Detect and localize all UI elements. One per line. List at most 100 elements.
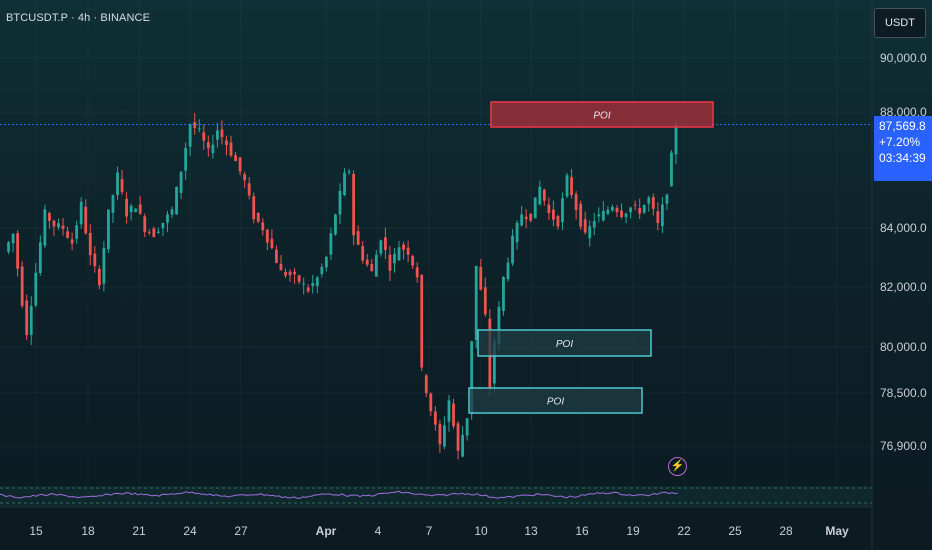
- candle: [288, 271, 292, 276]
- candle: [461, 434, 464, 457]
- candle: [352, 173, 356, 236]
- candle: [443, 425, 446, 447]
- candle: [29, 306, 33, 335]
- x-tick-label: Apr: [316, 524, 337, 538]
- candle: [379, 240, 383, 254]
- y-tick-label: 82,000.0: [880, 280, 927, 294]
- candle: [474, 265, 478, 341]
- candle: [497, 306, 501, 344]
- candle: [542, 189, 546, 201]
- candle: [16, 233, 20, 269]
- x-tick-label: 16: [575, 524, 589, 538]
- candle: [43, 209, 47, 246]
- candle: [202, 132, 206, 141]
- candle: [275, 249, 278, 263]
- x-tick-label: 21: [132, 524, 146, 538]
- candle: [34, 272, 38, 306]
- candle: [225, 140, 228, 146]
- candle: [452, 403, 455, 427]
- candle: [524, 216, 528, 220]
- x-tick-label: 19: [626, 524, 640, 538]
- candle: [397, 247, 401, 261]
- candle: [102, 248, 106, 284]
- candle: [483, 287, 487, 315]
- candle: [306, 287, 310, 292]
- candle: [211, 144, 215, 154]
- candle: [574, 194, 578, 210]
- candle: [38, 242, 42, 273]
- candle: [343, 172, 346, 196]
- candle: [420, 274, 424, 368]
- candle: [265, 229, 269, 243]
- candle: [84, 206, 88, 234]
- candle: [502, 276, 505, 311]
- candle: [315, 277, 319, 287]
- candle: [624, 213, 628, 218]
- candle: [88, 232, 92, 256]
- candle: [570, 177, 573, 195]
- x-tick-label: 13: [524, 524, 538, 538]
- candle: [611, 206, 614, 211]
- x-tick-label: 24: [183, 524, 197, 538]
- candle: [334, 214, 337, 235]
- candle: [111, 195, 115, 213]
- candle: [384, 237, 387, 251]
- x-tick-label: May: [825, 524, 849, 538]
- candle: [116, 172, 119, 196]
- y-tick-label: 84,000.0: [880, 221, 927, 235]
- candle: [293, 271, 296, 275]
- candle: [356, 231, 360, 245]
- poi-zone-demand: [468, 387, 643, 414]
- x-tick-label: 25: [728, 524, 742, 538]
- candle: [261, 222, 265, 231]
- currency-selector[interactable]: USDT: [874, 8, 926, 38]
- candle: [520, 214, 524, 226]
- candle: [479, 266, 483, 290]
- candle: [370, 264, 374, 271]
- candle: [166, 214, 169, 223]
- candle: [52, 220, 56, 227]
- candle: [243, 174, 247, 181]
- candle: [284, 271, 287, 276]
- x-tick-label: 28: [779, 524, 793, 538]
- candle: [152, 228, 156, 238]
- candle: [311, 282, 315, 287]
- candle: [234, 155, 237, 162]
- candle: [365, 259, 369, 265]
- poi-zone-demand: [477, 329, 652, 357]
- candle: [7, 242, 10, 252]
- candle: [393, 253, 396, 264]
- candle: [329, 233, 333, 255]
- candle: [93, 253, 97, 267]
- candle: [170, 209, 174, 215]
- candle: [229, 142, 233, 156]
- candle: [583, 219, 587, 233]
- candle: [279, 263, 283, 271]
- candle: [247, 183, 251, 196]
- current-price-value: 87,569.8: [879, 119, 926, 133]
- flash-icon[interactable]: ⚡: [668, 457, 687, 476]
- candle: [134, 208, 138, 213]
- candle: [388, 254, 392, 271]
- candle: [597, 214, 601, 217]
- candle: [216, 130, 219, 140]
- candle: [320, 266, 324, 275]
- candle: [197, 128, 201, 130]
- candle: [347, 171, 351, 173]
- y-tick-label: 80,000.0: [880, 340, 927, 354]
- candle: [606, 209, 610, 214]
- candle: [492, 341, 496, 384]
- candle: [156, 231, 160, 233]
- candle: [252, 196, 256, 220]
- candle: [220, 129, 224, 138]
- candle: [620, 210, 623, 217]
- candle: [256, 212, 260, 222]
- candle: [529, 213, 533, 221]
- candle: [511, 235, 514, 264]
- candle: [638, 207, 642, 214]
- candle: [270, 238, 274, 249]
- y-tick-label: 78,500.0: [880, 386, 927, 400]
- candle: [647, 197, 651, 204]
